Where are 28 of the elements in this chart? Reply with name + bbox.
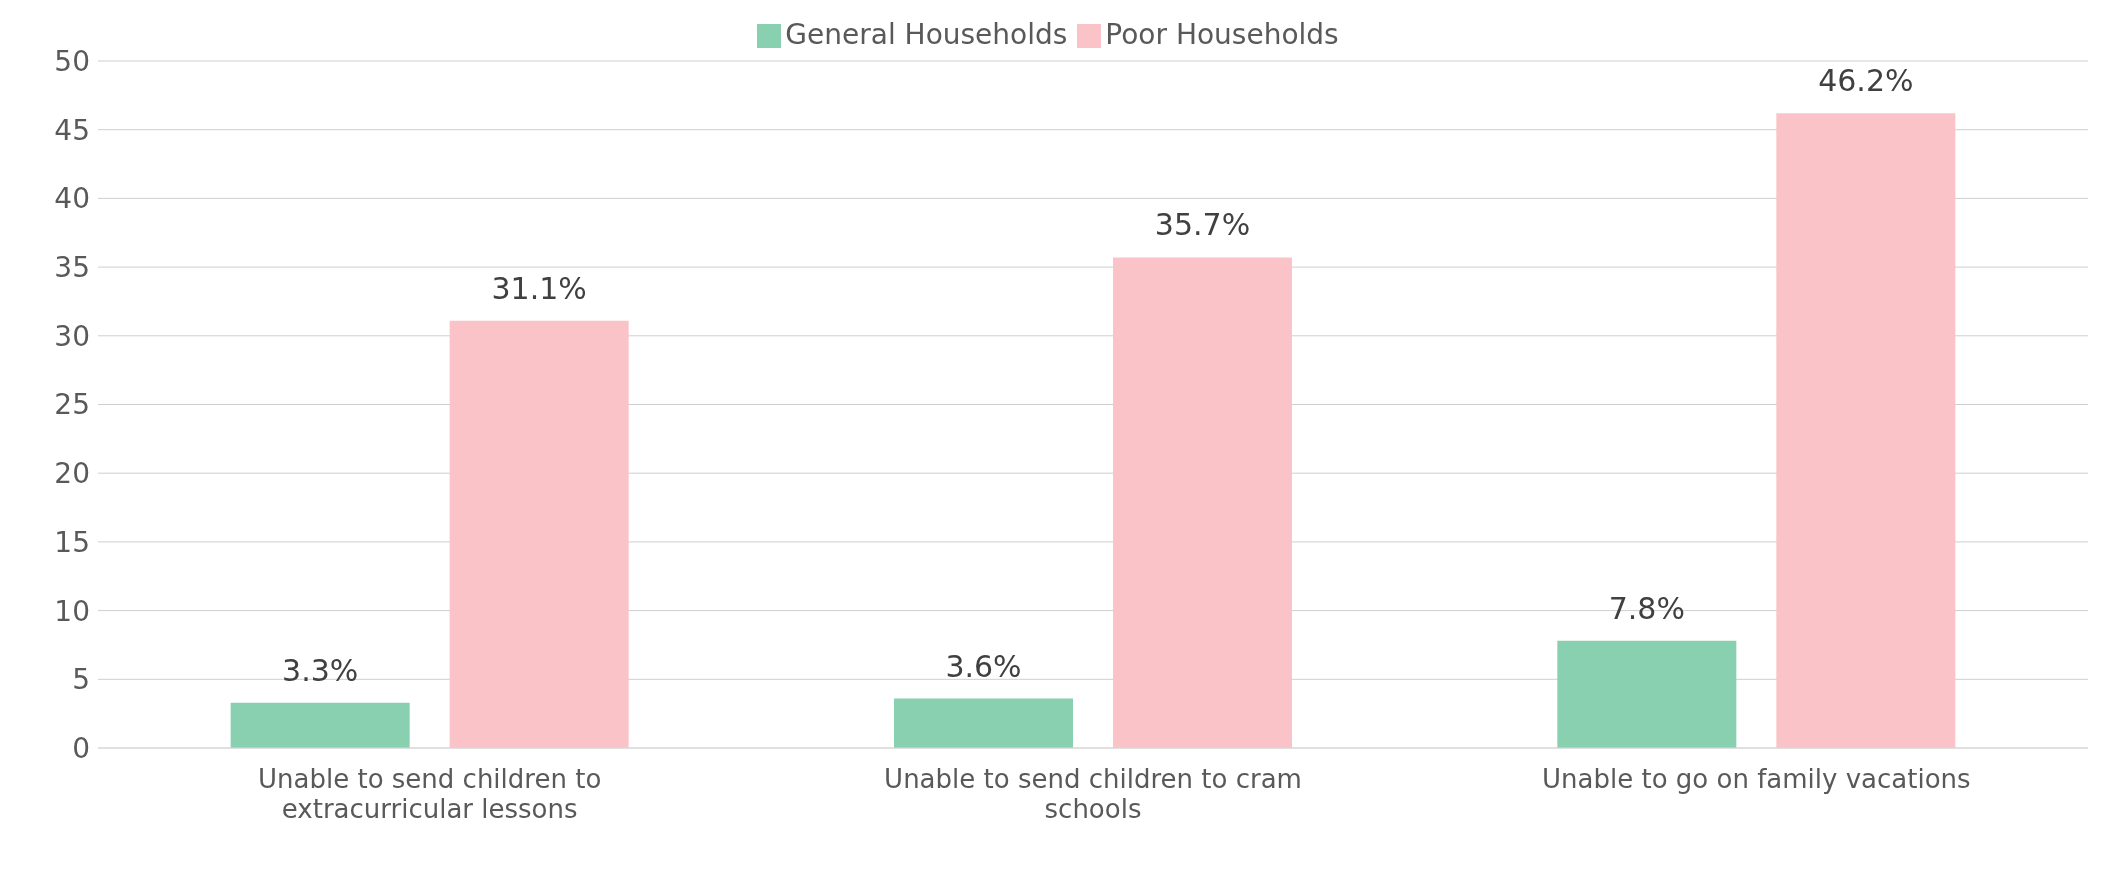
- bar: [449, 320, 629, 748]
- bar: [894, 698, 1073, 748]
- legend-label: Poor Households: [1105, 18, 1339, 51]
- bar: [1776, 113, 1956, 748]
- data-label: 7.8%: [1608, 590, 1685, 626]
- data-label: 46.2%: [1818, 63, 1914, 99]
- x-tick-label: Unable to go on family vacations: [1542, 764, 1971, 794]
- x-tick-label: Unable to send children to extracurricular lessons: [258, 764, 602, 824]
- y-tick-label: 5: [72, 663, 90, 697]
- y-tick-label: 50: [54, 44, 90, 78]
- x-tick-label: Unable to send children to cram schools: [884, 764, 1302, 824]
- y-tick-label: 30: [54, 319, 90, 353]
- y-tick-label: 40: [54, 182, 90, 216]
- data-label: 35.7%: [1154, 207, 1251, 243]
- y-tick-label: 15: [54, 525, 90, 559]
- y-tick-label: 20: [54, 457, 90, 491]
- y-tick-label: 35: [54, 251, 90, 285]
- bar: [1113, 257, 1292, 748]
- bar: [230, 702, 410, 748]
- y-tick-label: 45: [54, 113, 90, 147]
- bar: [1557, 640, 1737, 748]
- y-tick-label: 25: [54, 388, 90, 422]
- legend-label: General Households: [785, 18, 1068, 51]
- data-label: 3.3%: [282, 652, 359, 688]
- data-label: 3.6%: [945, 648, 1022, 684]
- data-label: 31.1%: [491, 270, 587, 306]
- y-tick-label: 10: [54, 594, 90, 628]
- y-tick-label: 0: [72, 731, 90, 765]
